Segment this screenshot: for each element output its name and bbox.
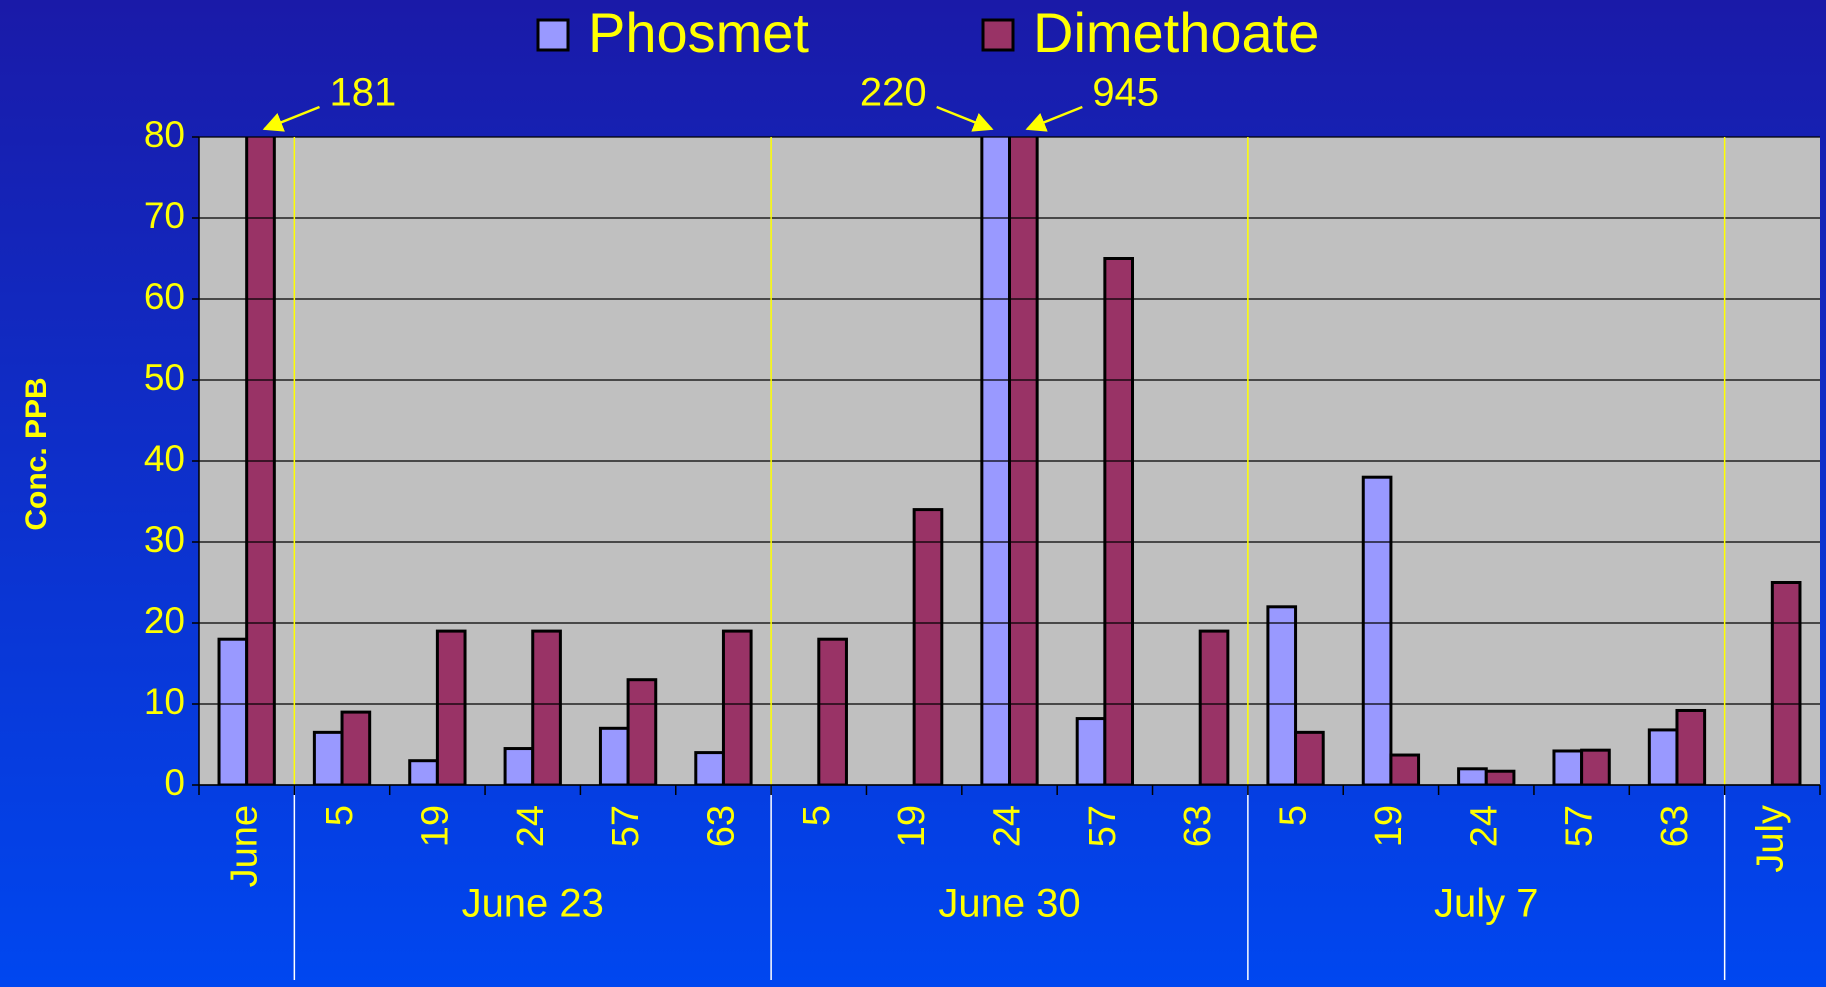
x-tick-label: July bbox=[1749, 805, 1791, 873]
bar bbox=[1580, 748, 1611, 785]
bar bbox=[626, 678, 658, 785]
bar bbox=[721, 629, 753, 785]
bar bbox=[1294, 730, 1325, 785]
bar bbox=[912, 508, 944, 785]
bar bbox=[1675, 708, 1707, 785]
bar bbox=[817, 637, 848, 785]
y-tick-label: 50 bbox=[144, 357, 185, 398]
x-tick-label: 57 bbox=[1559, 805, 1601, 847]
x-tick-label: 24 bbox=[1463, 805, 1505, 847]
bar bbox=[1361, 475, 1393, 785]
x-tick-label: 5 bbox=[1273, 805, 1315, 826]
bar bbox=[435, 629, 467, 785]
legend-label: Phosmet bbox=[588, 1, 809, 64]
bar bbox=[1647, 728, 1679, 785]
y-tick-label: 60 bbox=[144, 276, 185, 317]
annotation: 220 bbox=[860, 71, 927, 115]
group-label: June 30 bbox=[938, 882, 1080, 926]
bar bbox=[340, 710, 372, 785]
bar bbox=[503, 747, 535, 785]
x-tick-label: 57 bbox=[1082, 805, 1124, 847]
x-tick-label: 63 bbox=[1654, 805, 1696, 847]
y-tick-label: 30 bbox=[144, 519, 185, 560]
bar bbox=[1103, 257, 1135, 785]
bar bbox=[1770, 581, 1802, 785]
x-tick-label: June bbox=[224, 805, 266, 887]
bar bbox=[531, 629, 562, 785]
bar bbox=[598, 726, 630, 785]
x-tick-label: 24 bbox=[987, 805, 1029, 847]
annotation-arrow bbox=[936, 105, 994, 132]
bar bbox=[1198, 629, 1230, 785]
y-axis-label: Conc. PPB bbox=[20, 377, 53, 530]
group-label: June 23 bbox=[462, 882, 604, 926]
y-tick-label: 10 bbox=[144, 681, 185, 722]
bar bbox=[1389, 753, 1421, 785]
group-label: July 7 bbox=[1434, 882, 1539, 926]
bar bbox=[1266, 605, 1298, 785]
annotation: 181 bbox=[330, 71, 397, 115]
annotation-arrow bbox=[262, 105, 320, 132]
bar bbox=[312, 730, 344, 785]
bar bbox=[408, 759, 439, 785]
annotation-arrow bbox=[1025, 105, 1083, 132]
y-tick-label: 0 bbox=[164, 762, 185, 803]
y-tick-label: 20 bbox=[144, 600, 185, 641]
x-tick-label: 5 bbox=[796, 805, 838, 826]
y-tick-label: 40 bbox=[144, 438, 185, 479]
legend-swatch bbox=[981, 18, 1015, 52]
annotation: 945 bbox=[1092, 71, 1159, 115]
y-tick-label: 70 bbox=[144, 195, 185, 236]
x-tick-label: 19 bbox=[891, 805, 933, 847]
x-tick-label: 63 bbox=[700, 805, 742, 847]
bar bbox=[1484, 769, 1516, 785]
legend-label: Dimethoate bbox=[1033, 1, 1319, 64]
bar bbox=[1457, 767, 1488, 785]
x-tick-label: 24 bbox=[510, 805, 552, 847]
x-tick-label: 57 bbox=[605, 805, 647, 847]
bar bbox=[1552, 749, 1584, 785]
bar bbox=[1075, 717, 1107, 785]
y-tick-label: 80 bbox=[144, 114, 185, 155]
x-tick-label: 19 bbox=[414, 805, 456, 847]
x-tick-label: 63 bbox=[1177, 805, 1219, 847]
bar bbox=[694, 751, 725, 785]
bar bbox=[217, 637, 249, 785]
legend-swatch bbox=[536, 18, 570, 52]
x-tick-label: 19 bbox=[1368, 805, 1410, 847]
x-tick-label: 5 bbox=[319, 805, 361, 826]
